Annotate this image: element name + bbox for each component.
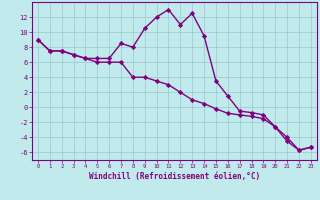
X-axis label: Windchill (Refroidissement éolien,°C): Windchill (Refroidissement éolien,°C) xyxy=(89,172,260,181)
